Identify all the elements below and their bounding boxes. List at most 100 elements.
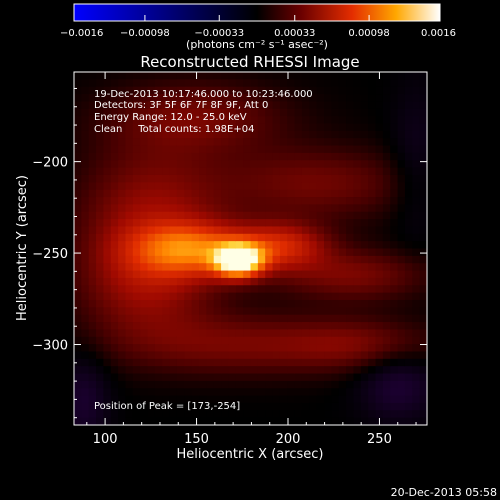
heatmap-cell [147, 285, 156, 294]
heatmap-cell [169, 241, 178, 250]
heatmap-cell [206, 314, 215, 323]
heatmap-cell [125, 395, 134, 404]
heatmap-cell [309, 145, 318, 154]
heatmap-cell [324, 108, 332, 117]
heatmap-cell [382, 410, 391, 419]
heatmap-cell [301, 314, 310, 323]
heatmap-cell [294, 241, 303, 250]
heatmap-cell [382, 373, 391, 382]
heatmap-cell [81, 86, 90, 95]
heatmap-cell [368, 314, 377, 323]
heatmap-cell [132, 336, 141, 345]
heatmap-cell [103, 233, 112, 242]
heatmap-cell [419, 270, 427, 279]
heatmap-cell [176, 366, 185, 375]
heatmap-cell [368, 255, 377, 264]
heatmap-cell [103, 292, 112, 301]
heatmap-cell [243, 336, 252, 345]
heatmap-cell [397, 270, 406, 279]
heatmap-cell [147, 174, 156, 183]
heatmap-cell [382, 366, 391, 375]
heatmap-cell [221, 204, 230, 213]
heatmap-cell [199, 344, 207, 353]
heatmap-cell [88, 299, 97, 308]
heatmap-cell [221, 255, 230, 264]
heatmap-cell [279, 402, 288, 411]
heatmap-cell [110, 72, 119, 80]
heatmap-cell [235, 108, 244, 117]
heatmap-cell [272, 329, 281, 338]
heatmap-cell [81, 351, 90, 360]
heatmap-cell [228, 285, 237, 294]
heatmap-cell [162, 351, 171, 360]
heatmap-cell [324, 86, 332, 95]
heatmap-cell [419, 358, 427, 367]
heatmap-cell [390, 255, 399, 264]
heatmap-cell [309, 410, 318, 419]
heatmap-cell [169, 160, 178, 169]
heatmap-cell [118, 336, 127, 345]
heatmap-cell [404, 358, 413, 367]
heatmap-cell [368, 72, 377, 80]
heatmap-cell [235, 285, 244, 294]
heatmap-cell [346, 270, 355, 279]
heatmap-cell [191, 204, 200, 213]
heatmap-cell [324, 189, 332, 198]
heatmap-cell [382, 145, 391, 154]
heatmap-cell [191, 263, 200, 272]
heatmap-cell [382, 263, 391, 272]
heatmap-cell [287, 292, 296, 301]
heatmap-cell [147, 255, 156, 264]
heatmap-cell [88, 123, 97, 132]
heatmap-cell [243, 344, 252, 353]
heatmap-cell [132, 299, 141, 308]
heatmap-cell [331, 388, 340, 397]
axis-ticks: 100 150 200 250−200−250−300 [32, 72, 427, 447]
heatmap-cell [243, 86, 252, 95]
heatmap-cell [257, 388, 266, 397]
heatmap-cell [250, 174, 259, 183]
heatmap-cell [81, 373, 90, 382]
heatmap-cell [96, 167, 105, 176]
heatmap-cell [419, 285, 427, 294]
heatmap-cell [265, 101, 274, 110]
heatmap-cell [154, 108, 163, 117]
heatmap-cell [213, 292, 222, 301]
heatmap-cell [140, 101, 149, 110]
heatmap-cell [243, 219, 252, 228]
heatmap-cell [96, 329, 105, 338]
heatmap-cell [110, 366, 119, 375]
heatmap-cell [301, 395, 310, 404]
heatmap-cell [279, 410, 288, 419]
heatmap-cell [338, 417, 347, 425]
heatmap-cell [191, 79, 200, 88]
heatmap-cell [103, 101, 112, 110]
heatmap-cell [294, 160, 303, 169]
heatmap-cell [118, 388, 127, 397]
heatmap-cell [390, 174, 399, 183]
heatmap-cell [375, 101, 384, 110]
heatmap-cell [412, 263, 421, 272]
heatmap-cell [206, 292, 215, 301]
heatmap-cell [353, 277, 362, 286]
heatmap-cell [397, 351, 406, 360]
heatmap-cell [154, 211, 163, 220]
heatmap-cell [346, 152, 355, 161]
heatmap-cell [382, 197, 391, 205]
heatmap-cell [412, 182, 421, 191]
heatmap-cell [96, 219, 105, 228]
heatmap-cell [382, 395, 391, 404]
heatmap-cell [368, 358, 377, 367]
heatmap-cell [331, 358, 340, 367]
heatmap-cell [147, 226, 156, 235]
heatmap-cell [390, 211, 399, 220]
heatmap-cell [331, 182, 340, 191]
heatmap-cell [191, 211, 200, 220]
heatmap-cell [316, 72, 325, 80]
heatmap-cell [162, 417, 171, 425]
heatmap-cell [272, 108, 281, 117]
heatmap-cell [199, 94, 207, 103]
heatmap-cell [419, 299, 427, 308]
timestamp: 20-Dec-2013 05:58 [391, 486, 497, 499]
heatmap-cell [375, 358, 384, 367]
